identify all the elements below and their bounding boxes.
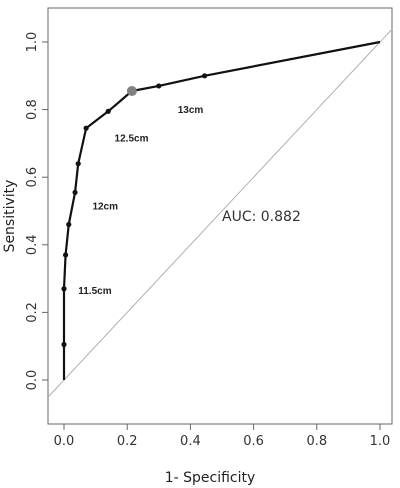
y-axis-title: Sensitivity (2, 180, 18, 253)
x-tick-label: 0.2 (117, 434, 138, 449)
roc-point-10 (202, 73, 208, 79)
optimal-cutoff-point (126, 86, 137, 97)
roc-point-9 (156, 83, 162, 89)
cutoff-label: 12cm (92, 201, 118, 212)
x-tick-label: 0.6 (243, 434, 264, 449)
cutoff-label: 13cm (178, 105, 204, 116)
roc-point-3 (62, 252, 69, 258)
roc-point-5 (72, 189, 78, 196)
plot-frame (47, 7, 393, 425)
roc-point-8 (105, 108, 111, 114)
roc-point-7 (83, 125, 89, 131)
cutoff-label: 11.5cm (78, 286, 111, 297)
x-tick-label: 1.0 (370, 434, 391, 449)
x-tick-label: 0.8 (306, 434, 327, 449)
roc-points (61, 73, 208, 348)
y-tick-label: 0.8 (25, 99, 40, 120)
roc-point-2 (61, 286, 67, 292)
x-axis: 0.0 0.2 0.4 0.6 0.8 1.0 (54, 424, 391, 449)
roc-point-6 (75, 161, 81, 167)
roc-point-4 (66, 221, 72, 228)
roc-point-1 (61, 341, 67, 348)
x-tick-label: 0.4 (180, 434, 201, 449)
y-tick-label: 0.0 (25, 370, 40, 391)
y-tick-label: 0.6 (25, 167, 40, 188)
curve-annotations: 13cm 12.5cm 12cm 11.5cm AUC: 0.882 (78, 105, 301, 297)
auc-label: AUC: 0.882 (222, 209, 301, 225)
y-tick-label: 0.2 (25, 302, 40, 323)
y-axis: 0.0 0.2 0.4 0.6 0.8 1.0 (25, 32, 48, 391)
x-axis-title: 1- Specificity (165, 470, 256, 486)
plot-border (47, 7, 393, 425)
cutoff-label: 12.5cm (115, 134, 149, 145)
reference-diagonal-line (47, 28, 394, 398)
x-tick-label: 0.0 (54, 434, 75, 449)
y-tick-label: 1.0 (25, 32, 40, 53)
y-tick-label: 0.4 (25, 234, 40, 255)
